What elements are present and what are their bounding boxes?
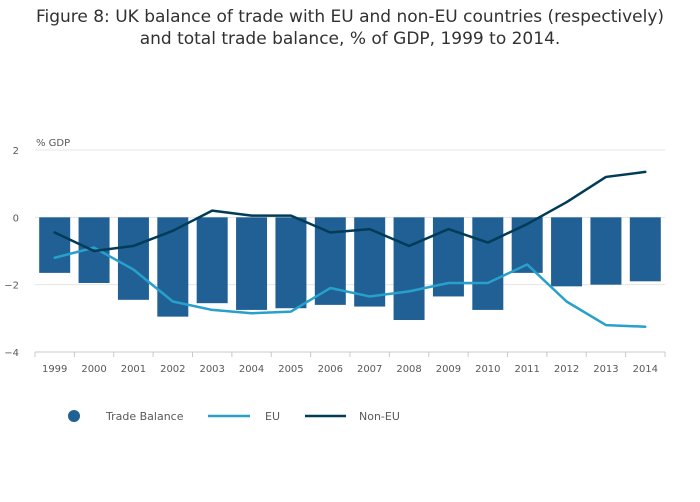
bar-trade-balance-2004 [236, 217, 268, 310]
x-tick-label-2002: 2002 [160, 364, 185, 375]
bar-trade-balance-2003 [196, 217, 228, 304]
bar-trade-balance-2010 [472, 217, 504, 310]
x-tick-label-2004: 2004 [239, 364, 264, 375]
bar-trade-balance-2001 [117, 217, 149, 300]
legend-trade-balance-marker [68, 410, 80, 422]
x-tick-label-2005: 2005 [278, 364, 303, 375]
line-non-eu [53, 170, 647, 253]
x-tick-label-2006: 2006 [318, 364, 343, 375]
line-eu [53, 246, 647, 328]
bar-trade-balance-1999 [39, 217, 71, 273]
x-tick-label-2000: 2000 [81, 364, 106, 375]
chart-title-line-2: and total trade balance, % of GDP, 1999 … [139, 29, 561, 49]
x-tick-label-2010: 2010 [475, 364, 500, 375]
x-tick-label-2013: 2013 [593, 364, 618, 375]
x-tick-label-2008: 2008 [396, 364, 421, 375]
axes: 2 0 −2 −4 % GDP 1999 2000 2001 2002 2003 2004 2005 2… [4, 138, 666, 375]
x-tick-label-2014: 2014 [633, 364, 658, 375]
x-tick-label-2009: 2009 [436, 364, 461, 375]
legend-non-eu-label: Non-EU [359, 410, 400, 423]
x-tick-label-2003: 2003 [199, 364, 224, 375]
x-tick-label-1999: 1999 [42, 364, 67, 375]
legend-trade-balance-label: Trade Balance [105, 410, 184, 423]
bar-trade-balance-2005 [275, 217, 307, 309]
y-tick-label: 2 [13, 146, 19, 157]
x-tick-label-2001: 2001 [121, 364, 146, 375]
y-tick-label: 0 [13, 213, 19, 224]
y-tick-label: −2 [4, 281, 19, 292]
x-tick-label-2011: 2011 [514, 364, 539, 375]
bar-trade-balance-2013 [590, 217, 622, 285]
series-lines [53, 170, 647, 328]
x-tick-label-2007: 2007 [357, 364, 382, 375]
y-axis-label: % GDP [36, 138, 70, 149]
chart-title-line-1: Figure 8: UK balance of trade with EU an… [35, 7, 665, 27]
y-tick-label: −4 [4, 348, 19, 359]
legend-eu-label: EU [265, 410, 280, 423]
bar-trade-balance-2014 [629, 217, 661, 282]
chart-title: Figure 8: UK balance of trade with EU an… [0, 6, 700, 50]
trade-balance-bars [39, 217, 661, 321]
bar-trade-balance-2008 [393, 217, 425, 321]
legend: Trade Balance EU Non-EU [68, 410, 400, 423]
bar-trade-balance-2012 [551, 217, 583, 287]
x-tick-label-2012: 2012 [554, 364, 579, 375]
